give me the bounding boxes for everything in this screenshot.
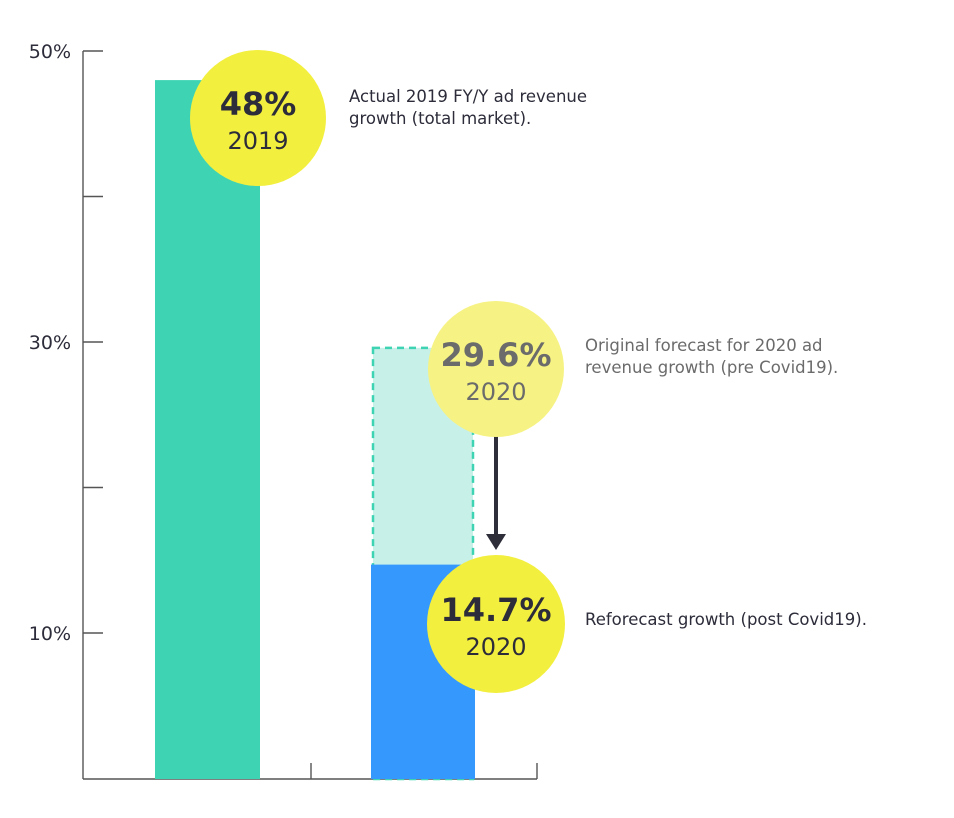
annotation-line: Actual 2019 FY/Y ad revenue xyxy=(349,87,587,106)
bubble-year-label: 2020 xyxy=(465,378,526,406)
note-reforecast: Reforecast growth (post Covid19). xyxy=(585,610,867,629)
bubble-value-label: 29.6% xyxy=(440,336,551,374)
bubble-circle xyxy=(428,301,564,437)
y-tick-label: 10% xyxy=(29,623,71,645)
bubble-value-label: 14.7% xyxy=(440,591,551,629)
bubble-year-label: 2020 xyxy=(465,633,526,661)
bubble-2020-original: 29.6% 2020 xyxy=(428,301,564,437)
arrow-layer xyxy=(486,434,506,550)
note-2019: Actual 2019 FY/Y ad revenue growth (total… xyxy=(349,87,587,128)
y-tick-label: 50% xyxy=(29,41,71,63)
bar-2019 xyxy=(155,80,260,780)
bars xyxy=(155,80,475,781)
annotations: Actual 2019 FY/Y ad revenue growth (total… xyxy=(349,87,867,629)
annotation-line: revenue growth (pre Covid19). xyxy=(585,358,838,377)
annotation-line: Original forecast for 2020 ad xyxy=(585,336,823,355)
bubble-circle xyxy=(427,555,565,693)
bubble-2020-reforecast: 14.7% 2020 xyxy=(427,555,565,693)
bubble-2019: 48% 2019 xyxy=(190,50,326,186)
bubble-value-label: 48% xyxy=(220,85,297,123)
arrow-head-icon xyxy=(486,534,506,550)
annotation-line: Reforecast growth (post Covid19). xyxy=(585,610,867,629)
note-original: Original forecast for 2020 ad revenue gro… xyxy=(585,336,838,377)
bubble-year-label: 2019 xyxy=(227,127,288,155)
bubbles: 48% 2019 29.6% 2020 14.7% 2020 xyxy=(190,50,565,693)
annotation-line: growth (total market). xyxy=(349,109,531,128)
bubble-circle xyxy=(190,50,326,186)
y-tick-label: 30% xyxy=(29,332,71,354)
